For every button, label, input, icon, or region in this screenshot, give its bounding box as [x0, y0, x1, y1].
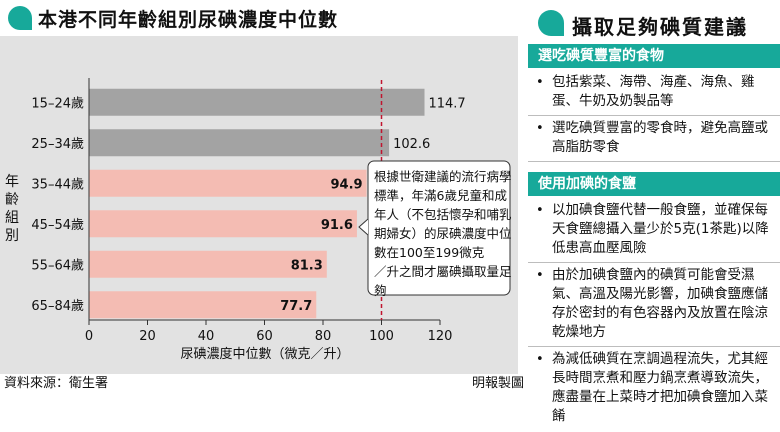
- bullet-icon: •: [536, 121, 544, 136]
- section-heading-iodized-salt: 使用加碘的食鹽: [528, 172, 780, 196]
- list-item: • 包括紫菜、海帶、海產、海魚、雞蛋、牛奶及奶製品等: [528, 70, 780, 116]
- section-list-iodized-salt: • 以加碘食鹽代替一般食鹽，並確保每天食鹽總攝入量少於5克(1茶匙)以降低患高血壓…: [528, 198, 780, 430]
- list-item: • 以加碘食鹽代替一般食鹽，並確保每天食鹽總攝入量少於5克(1茶匙)以降低患高血壓…: [528, 198, 780, 263]
- x-tick-label: 60: [256, 329, 273, 344]
- bar-4: [89, 250, 327, 278]
- title-marker-icon: [538, 10, 564, 36]
- x-tick-label: 80: [315, 329, 332, 344]
- bullet-icon: •: [536, 352, 544, 367]
- title-marker-icon: [8, 6, 32, 30]
- bar-2: [89, 169, 367, 197]
- category-label: 15–24歲: [31, 96, 84, 111]
- value-label: 102.6: [393, 137, 430, 152]
- value-label: 114.7: [428, 96, 465, 111]
- category-label: 65–84歲: [31, 299, 84, 314]
- x-tick-label: 20: [139, 329, 156, 344]
- value-label: 77.7: [280, 299, 312, 314]
- bar-chart: 15–24歲 114.7 25–34歲 102.6 35–44歲 94.9 45–54歲 91…: [5, 78, 512, 362]
- category-label: 25–34歲: [31, 137, 84, 152]
- value-label: 81.3: [291, 258, 323, 273]
- bar-0: [89, 88, 425, 116]
- x-tick-label: 100: [369, 329, 394, 344]
- advice-title: 攝取足夠碘質建議: [572, 15, 748, 39]
- list-item: • 為減低碘質在烹調過程流失，尤其經長時間烹煮和壓力鍋烹煮導致流失，應盡量在上菜時…: [536, 351, 768, 424]
- chart-title-row: 本港不同年齡組別尿碘濃度中位數: [0, 0, 518, 38]
- category-label: 45–54歲: [31, 218, 84, 233]
- x-axis-title: 尿碘濃度中位數（微克／升）: [180, 346, 349, 362]
- category-label: 55–64歲: [31, 258, 84, 273]
- bar-1: [89, 129, 390, 157]
- section-heading-iodine-foods: 選吃碘質豐富的食物: [528, 44, 780, 68]
- bullet-icon: •: [536, 268, 544, 283]
- bullet-icon: •: [536, 203, 544, 218]
- x-tick-label: 120: [428, 329, 453, 344]
- credit-note: 明報製圖: [472, 376, 525, 391]
- source-note: 資料來源：衛生署: [4, 376, 109, 391]
- y-axis-title: 年齡組別: [5, 174, 19, 244]
- category-label: 35–44歲: [31, 177, 84, 192]
- advice-title-row: 攝取足夠碘質建議: [528, 6, 780, 40]
- annotation-callout: 根據世衛建議的流行病學標準，年滿6歲兒童和成年人（不包括懷孕和哺乳期婦女）的尿碘…: [358, 160, 512, 298]
- section-list-iodine-foods: • 包括紫菜、海帶、海產、海魚、雞蛋、牛奶及奶製品等 • 選吃碘質豐富的零食時，避免…: [528, 70, 780, 162]
- bar-3: [89, 210, 357, 238]
- bar-5: [89, 291, 317, 319]
- value-label: 94.9: [331, 177, 363, 192]
- list-item: • 選吃碘質豐富的零食時，避免高鹽或高脂肪零食: [528, 116, 780, 162]
- x-tick-label: 0: [85, 329, 93, 344]
- bullet-icon: •: [536, 75, 544, 90]
- advice-panel: 攝取足夠碘質建議 選吃碘質豐富的食物 • 包括紫菜、海帶、海產、海魚、雞蛋、牛奶及…: [528, 0, 780, 432]
- list-item: • 由於加碘食鹽內的碘質可能會受濕氣、高溫及陽光影響，加碘食鹽應儲存於密封的有色容…: [528, 263, 780, 347]
- callout-pointer-icon: [358, 218, 369, 236]
- callout-text: 根據世衛建議的流行病學標準，年滿6歲兒童和成年人（不包括懷孕和哺乳期婦女）的尿碘…: [374, 169, 512, 298]
- value-label: 91.6: [321, 218, 353, 233]
- chart-title: 本港不同年齡組別尿碘濃度中位數: [38, 9, 339, 31]
- x-tick-label: 40: [198, 329, 215, 344]
